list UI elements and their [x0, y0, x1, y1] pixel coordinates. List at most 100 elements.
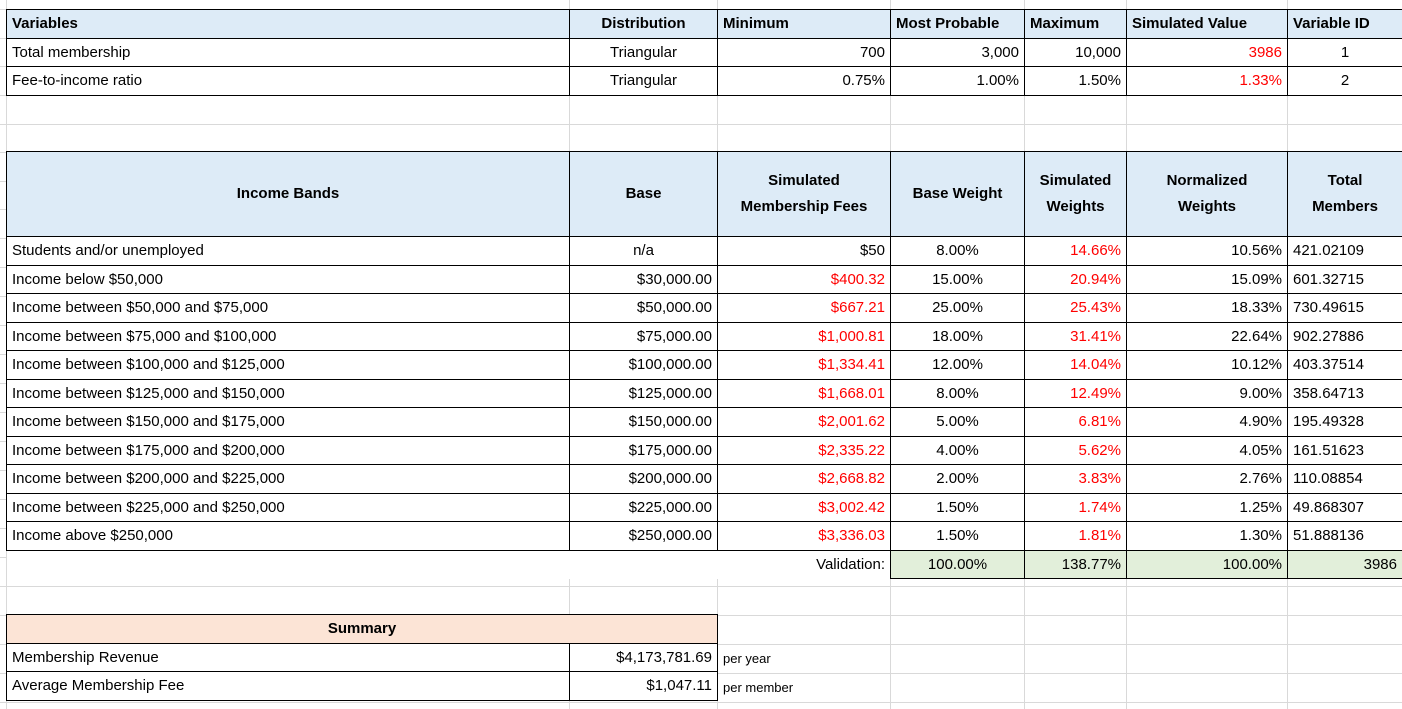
cell-income-band[interactable]: Income between $150,000 and $175,000	[6, 407, 570, 437]
header-distribution[interactable]: Distribution	[569, 9, 718, 39]
cell-variable-id[interactable]: 1	[1287, 37, 1402, 67]
cell-fee[interactable]: $2,335.22	[717, 435, 891, 465]
header-income-bands[interactable]: Income Bands	[6, 151, 570, 237]
cell-most-probable[interactable]: 1.00%	[890, 66, 1025, 96]
cell-minimum[interactable]: 700	[717, 37, 891, 67]
cell-normalized-weight[interactable]: 18.33%	[1126, 293, 1288, 323]
cell-income-band[interactable]: Income below $50,000	[6, 264, 570, 294]
cell-total-members[interactable]: 902.27886	[1287, 321, 1402, 351]
summary-label[interactable]: Membership Revenue	[6, 642, 570, 672]
header-most-probable[interactable]: Most Probable	[890, 9, 1025, 39]
header-total-members[interactable]: Total Members	[1287, 151, 1402, 237]
cell-normalized-weight[interactable]: 22.64%	[1126, 321, 1288, 351]
cell-normalized-weight[interactable]: 10.12%	[1126, 350, 1288, 380]
cell-simulated-weight[interactable]: 14.66%	[1024, 236, 1127, 266]
cell-base[interactable]: $225,000.00	[569, 492, 718, 522]
summary-label[interactable]: Average Membership Fee	[6, 671, 570, 701]
cell-simulated-weight[interactable]: 1.74%	[1024, 492, 1127, 522]
cell-base-weight[interactable]: 1.50%	[890, 521, 1025, 551]
header-base[interactable]: Base	[569, 151, 718, 237]
cell-base-weight[interactable]: 25.00%	[890, 293, 1025, 323]
cell-base[interactable]: $250,000.00	[569, 521, 718, 551]
cell-total-members[interactable]: 110.08854	[1287, 464, 1402, 494]
cell-income-band[interactable]: Income between $75,000 and $100,000	[6, 321, 570, 351]
cell-normalized-weight[interactable]: 9.00%	[1126, 378, 1288, 408]
cell-base-weight[interactable]: 4.00%	[890, 435, 1025, 465]
cell-simulated-weight[interactable]: 12.49%	[1024, 378, 1127, 408]
cell-normalized-weight[interactable]: 1.25%	[1126, 492, 1288, 522]
validation-base-weight[interactable]: 100.00%	[890, 549, 1025, 579]
cell-simulated-weight[interactable]: 14.04%	[1024, 350, 1127, 380]
cell-simulated-weight[interactable]: 1.81%	[1024, 521, 1127, 551]
cell-base-weight[interactable]: 1.50%	[890, 492, 1025, 522]
cell-base-weight[interactable]: 5.00%	[890, 407, 1025, 437]
cell-minimum[interactable]: 0.75%	[717, 66, 891, 96]
cell-base-weight[interactable]: 8.00%	[890, 378, 1025, 408]
cell-empty[interactable]	[569, 550, 718, 579]
cell-simulated-weight[interactable]: 3.83%	[1024, 464, 1127, 494]
cell-total-members[interactable]: 403.37514	[1287, 350, 1402, 380]
cell-income-band[interactable]: Income between $100,000 and $125,000	[6, 350, 570, 380]
cell-income-band[interactable]: Income between $175,000 and $200,000	[6, 435, 570, 465]
header-base-weight[interactable]: Base Weight	[890, 151, 1025, 237]
cell-variable-name[interactable]: Fee-to-income ratio	[6, 66, 570, 96]
cell-income-band[interactable]: Income above $250,000	[6, 521, 570, 551]
summary-value[interactable]: $4,173,781.69	[569, 642, 718, 672]
cell-fee[interactable]: $2,001.62	[717, 407, 891, 437]
header-variables[interactable]: Variables	[6, 9, 570, 39]
cell-income-band[interactable]: Income between $200,000 and $225,000	[6, 464, 570, 494]
cell-total-members[interactable]: 421.02109	[1287, 236, 1402, 266]
cell-fee[interactable]: $1,000.81	[717, 321, 891, 351]
cell-base[interactable]: $175,000.00	[569, 435, 718, 465]
cell-base[interactable]: $50,000.00	[569, 293, 718, 323]
cell-base[interactable]: $150,000.00	[569, 407, 718, 437]
header-minimum[interactable]: Minimum	[717, 9, 891, 39]
header-simulated-value[interactable]: Simulated Value	[1126, 9, 1288, 39]
header-simulated-weights[interactable]: Simulated Weights	[1024, 151, 1127, 237]
cell-fee[interactable]: $1,668.01	[717, 378, 891, 408]
validation-total-members[interactable]: 3986	[1287, 549, 1402, 579]
summary-value[interactable]: $1,047.11	[569, 671, 718, 701]
cell-simulated-weight[interactable]: 31.41%	[1024, 321, 1127, 351]
cell-normalized-weight[interactable]: 4.90%	[1126, 407, 1288, 437]
cell-fee[interactable]: $667.21	[717, 293, 891, 323]
cell-base-weight[interactable]: 18.00%	[890, 321, 1025, 351]
cell-normalized-weight[interactable]: 15.09%	[1126, 264, 1288, 294]
cell-income-band[interactable]: Income between $125,000 and $150,000	[6, 378, 570, 408]
cell-simulated-value[interactable]: 3986	[1126, 37, 1288, 67]
cell-income-band[interactable]: Income between $225,000 and $250,000	[6, 492, 570, 522]
cell-base[interactable]: $125,000.00	[569, 378, 718, 408]
cell-income-band[interactable]: Students and/or unemployed	[6, 236, 570, 266]
cell-total-members[interactable]: 730.49615	[1287, 293, 1402, 323]
cell-total-members[interactable]: 601.32715	[1287, 264, 1402, 294]
cell-base[interactable]: $30,000.00	[569, 264, 718, 294]
cell-fee[interactable]: $3,336.03	[717, 521, 891, 551]
cell-simulated-weight[interactable]: 25.43%	[1024, 293, 1127, 323]
cell-fee[interactable]: $50	[717, 236, 891, 266]
cell-variable-id[interactable]: 2	[1287, 66, 1402, 96]
cell-variable-name[interactable]: Total membership	[6, 37, 570, 67]
cell-normalized-weight[interactable]: 2.76%	[1126, 464, 1288, 494]
cell-normalized-weight[interactable]: 4.05%	[1126, 435, 1288, 465]
cell-total-members[interactable]: 161.51623	[1287, 435, 1402, 465]
cell-distribution[interactable]: Triangular	[569, 37, 718, 67]
cell-fee[interactable]: $3,002.42	[717, 492, 891, 522]
validation-normalized-weights[interactable]: 100.00%	[1126, 549, 1288, 579]
cell-most-probable[interactable]: 3,000	[890, 37, 1025, 67]
cell-total-members[interactable]: 358.64713	[1287, 378, 1402, 408]
cell-total-members[interactable]: 51.888136	[1287, 521, 1402, 551]
cell-fee[interactable]: $2,668.82	[717, 464, 891, 494]
cell-normalized-weight[interactable]: 10.56%	[1126, 236, 1288, 266]
cell-simulated-weight[interactable]: 6.81%	[1024, 407, 1127, 437]
cell-base[interactable]: n/a	[569, 236, 718, 266]
validation-simulated-weights[interactable]: 138.77%	[1024, 549, 1127, 579]
cell-base-weight[interactable]: 2.00%	[890, 464, 1025, 494]
cell-distribution[interactable]: Triangular	[569, 66, 718, 96]
cell-base[interactable]: $200,000.00	[569, 464, 718, 494]
cell-base[interactable]: $100,000.00	[569, 350, 718, 380]
cell-base[interactable]: $75,000.00	[569, 321, 718, 351]
cell-base-weight[interactable]: 8.00%	[890, 236, 1025, 266]
header-simulated-membership-fees[interactable]: Simulated Membership Fees	[717, 151, 891, 237]
cell-simulated-value[interactable]: 1.33%	[1126, 66, 1288, 96]
cell-fee[interactable]: $400.32	[717, 264, 891, 294]
